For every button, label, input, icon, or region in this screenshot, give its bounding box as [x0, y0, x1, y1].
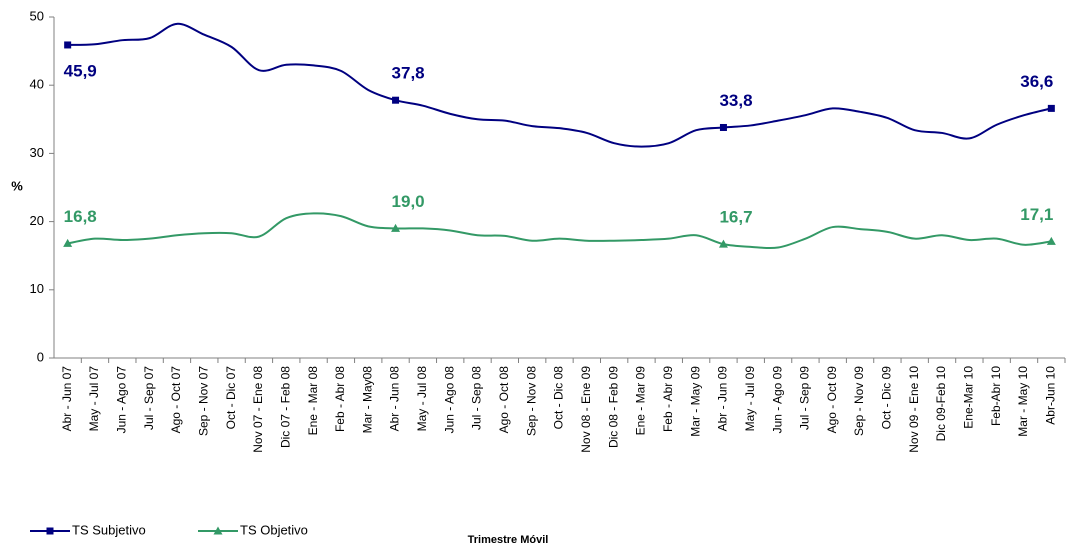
x-tick-label: Ago - Oct 08 — [497, 366, 511, 434]
series-line — [67, 212, 1052, 250]
x-tick-label: Feb - Abr 08 — [333, 366, 347, 432]
x-tick-label: Jun - Ago 07 — [114, 366, 128, 434]
marker — [1046, 236, 1056, 245]
x-tick-label: Dic 07 - Feb 08 — [278, 366, 292, 448]
data-label: 36,6 — [1020, 72, 1053, 91]
x-tick-label: Ene-Mar 10 — [962, 366, 976, 429]
y-tick-label: 40 — [30, 77, 44, 92]
x-tick-label: May - Jul 08 — [415, 366, 429, 432]
x-tick-label: Dic 09-Feb 10 — [934, 366, 948, 442]
y-tick-label: 10 — [30, 281, 44, 296]
x-tick-label: Oct - Dic 09 — [880, 366, 894, 430]
x-tick-label: Nov 08 - Ene 09 — [579, 366, 593, 453]
legend-label: TS Objetivo — [240, 522, 308, 537]
y-axis-label: % — [11, 178, 23, 193]
x-tick-label: Abr - Jun 09 — [716, 366, 730, 432]
x-tick-label: Jun - Ago 08 — [442, 366, 456, 434]
marker — [1047, 104, 1055, 112]
marker — [718, 239, 728, 248]
x-tick-label: Jul - Sep 07 — [142, 366, 156, 430]
data-label: 37,8 — [392, 64, 425, 83]
data-label: 33,8 — [719, 91, 752, 110]
x-axis-label: Trimestre Móvil — [468, 534, 549, 546]
x-tick-label: Jun - Ago 09 — [770, 366, 784, 434]
x-tick-label: Abr-Jun 10 — [1044, 366, 1058, 425]
x-tick-label: Abr - Jun 08 — [388, 366, 402, 432]
y-tick-label: 0 — [37, 349, 44, 364]
x-tick-label: Nov 07 - Ene 08 — [251, 366, 265, 453]
marker — [64, 41, 72, 49]
x-tick-label: Oct - Dic 07 — [224, 366, 238, 430]
x-tick-label: Abr - Jun 07 — [60, 366, 74, 432]
data-label: 45,9 — [64, 61, 97, 80]
y-tick-label: 50 — [30, 8, 44, 23]
x-tick-label: Ene - Mar 09 — [634, 366, 648, 436]
legend-marker — [213, 526, 223, 535]
data-label: 17,1 — [1020, 205, 1053, 224]
x-tick-label: Mar - May 09 — [688, 366, 702, 437]
x-tick-label: Sep - Nov 07 — [196, 366, 210, 436]
x-tick-label: Ago - Oct 07 — [169, 366, 183, 434]
y-tick-label: 20 — [30, 213, 44, 228]
data-label: 16,8 — [64, 207, 97, 226]
legend-label: TS Subjetivo — [72, 522, 146, 537]
x-tick-label: Sep - Nov 09 — [852, 366, 866, 436]
x-tick-label: Ago - Oct 09 — [825, 366, 839, 434]
x-tick-label: Ene - Mar 08 — [306, 366, 320, 436]
marker — [392, 96, 400, 104]
x-tick-label: Mar - May08 — [360, 366, 374, 434]
x-tick-label: Jul - Sep 09 — [798, 366, 812, 430]
legend-marker — [46, 527, 54, 535]
marker — [719, 123, 727, 131]
marker — [391, 223, 401, 232]
x-tick-label: May - Jul 09 — [743, 366, 757, 432]
x-tick-label: Mar - May 10 — [1016, 366, 1030, 437]
series-line — [67, 22, 1052, 148]
x-tick-label: Nov 09 - Ene 10 — [907, 366, 921, 453]
x-tick-label: Feb - Abr 09 — [661, 366, 675, 432]
marker — [63, 238, 73, 247]
x-tick-label: Sep - Nov 08 — [524, 366, 538, 436]
data-label: 16,7 — [719, 208, 752, 227]
y-tick-label: 30 — [30, 145, 44, 160]
x-tick-label: May - Jul 07 — [87, 366, 101, 432]
x-tick-label: Jul - Sep 08 — [470, 366, 484, 430]
x-tick-label: Dic 08 - Feb 09 — [606, 366, 620, 448]
x-tick-label: Oct - Dic 08 — [552, 366, 566, 430]
data-label: 19,0 — [392, 192, 425, 211]
x-tick-label: Feb-Abr 10 — [989, 366, 1003, 426]
